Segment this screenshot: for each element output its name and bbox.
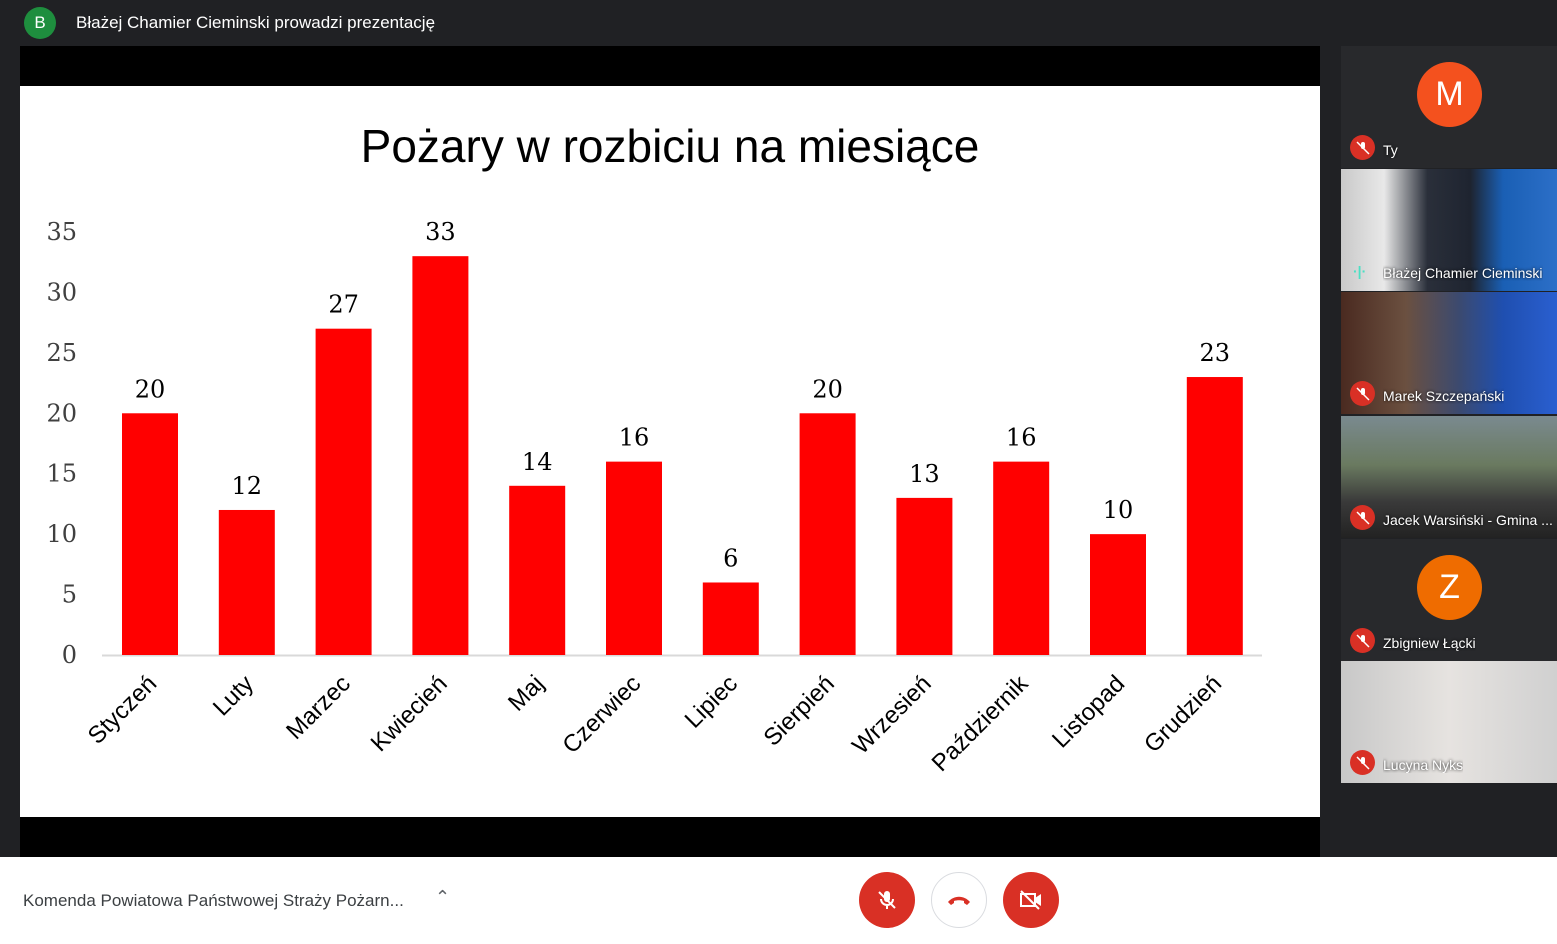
participant-name: Błażej Chamier Cieminski (1383, 265, 1543, 281)
y-tick-label: 15 (46, 460, 77, 488)
y-tick-label: 30 (46, 278, 77, 306)
x-tick-label: Kwiecień (366, 670, 453, 757)
presenter-avatar: B (24, 7, 56, 39)
bar (509, 485, 566, 655)
y-tick-label: 10 (46, 520, 77, 548)
bar (315, 328, 372, 655)
bar (1090, 534, 1146, 655)
participant-tile[interactable]: Jacek Warsiński - Gmina ... (1341, 416, 1557, 538)
participant-name: Marek Szczepański (1383, 388, 1505, 404)
participant-name: Lucyna Nyks (1383, 757, 1464, 773)
data-label: 12 (232, 472, 263, 500)
chart-title: Pożary w rozbiciu na miesiące (361, 120, 980, 172)
data-label: 20 (812, 375, 843, 403)
participant-avatar: Z (1417, 555, 1482, 620)
participant-name: Zbigniew Łącki (1383, 635, 1476, 651)
bar (412, 256, 469, 655)
slide: Pożary w rozbiciu na miesiące 0 5 10 15 20 25 3… (20, 86, 1320, 817)
data-label: 20 (135, 375, 166, 403)
participant-name: Jacek Warsiński - Gmina ... (1383, 512, 1553, 528)
x-tick-label: Styczeń (83, 670, 162, 749)
x-tick-label: Lipiec (680, 670, 743, 733)
x-tick-label: Luty (208, 670, 259, 721)
data-label: 16 (1006, 424, 1037, 452)
bar (606, 461, 662, 655)
mic-off-icon (1350, 135, 1375, 160)
data-label: 33 (425, 218, 456, 246)
bar (1186, 377, 1243, 655)
x-tick-label: Wrzesień (847, 670, 937, 760)
presenter-bar: B Błażej Chamier Cieminski prowadzi prez… (0, 0, 1557, 46)
x-tick-label: Grudzień (1139, 670, 1227, 758)
data-label: 23 (1200, 339, 1231, 367)
x-tick-label: Listopad (1047, 670, 1130, 753)
y-tick-label: 20 (46, 399, 77, 427)
x-tick-label: Październik (927, 669, 1035, 777)
camera-toggle-button[interactable] (1003, 872, 1059, 928)
mic-off-icon (1350, 750, 1375, 775)
participant-tile[interactable]: Z Zbigniew Łącki (1341, 539, 1557, 661)
bar (702, 582, 759, 655)
y-tick-label: 5 (62, 581, 77, 609)
x-tick-label: Sierpień (758, 670, 839, 751)
bottom-bar: Komenda Powiatowa Państwowej Straży Poża… (0, 857, 1557, 944)
mic-toggle-button[interactable] (859, 872, 915, 928)
data-label: 16 (619, 424, 650, 452)
mic-off-icon (878, 891, 896, 909)
x-tick-label: Czerwiec (557, 670, 646, 759)
x-tick-label: Marzec (281, 670, 356, 745)
bar (993, 461, 1050, 655)
bar (122, 413, 178, 655)
data-label: 27 (328, 291, 359, 319)
mic-off-icon (1350, 505, 1375, 530)
participant-tile[interactable]: ·|· Błażej Chamier Cieminski (1341, 169, 1557, 291)
data-label: 13 (909, 460, 940, 488)
camera-off-icon (1020, 890, 1041, 910)
y-tick-label: 35 (46, 218, 77, 246)
bar (896, 497, 953, 655)
participant-name: Ty (1383, 142, 1398, 158)
mic-off-icon (1350, 381, 1375, 406)
data-label: 10 (1103, 496, 1134, 524)
speaking-indicator-icon: ·|· (1353, 263, 1367, 279)
bar-chart: Pożary w rozbiciu na miesiące 0 5 10 15 20 25 3… (46, 120, 1262, 777)
participant-avatar: M (1417, 62, 1482, 127)
participant-tile[interactable]: Lucyna Nyks (1341, 661, 1557, 783)
y-tick-label: 25 (46, 339, 77, 367)
participant-tile[interactable]: Marek Szczepański (1341, 292, 1557, 414)
leave-call-button[interactable] (931, 872, 987, 928)
x-tick-label: Maj (503, 670, 549, 716)
mic-off-icon (1350, 628, 1375, 653)
bar (218, 509, 275, 655)
y-tick-label: 0 (62, 641, 77, 669)
chevron-up-icon[interactable]: ⌃ (435, 887, 451, 907)
data-label: 6 (723, 544, 738, 572)
bar (799, 413, 856, 655)
participant-tile[interactable]: M Ty (1341, 46, 1557, 168)
presenter-title: Błażej Chamier Cieminski prowadzi prezen… (76, 13, 436, 32)
data-label: 14 (522, 448, 553, 476)
hang-up-icon (948, 896, 970, 905)
meeting-name[interactable]: Komenda Powiatowa Państwowej Straży Poża… (23, 891, 404, 910)
